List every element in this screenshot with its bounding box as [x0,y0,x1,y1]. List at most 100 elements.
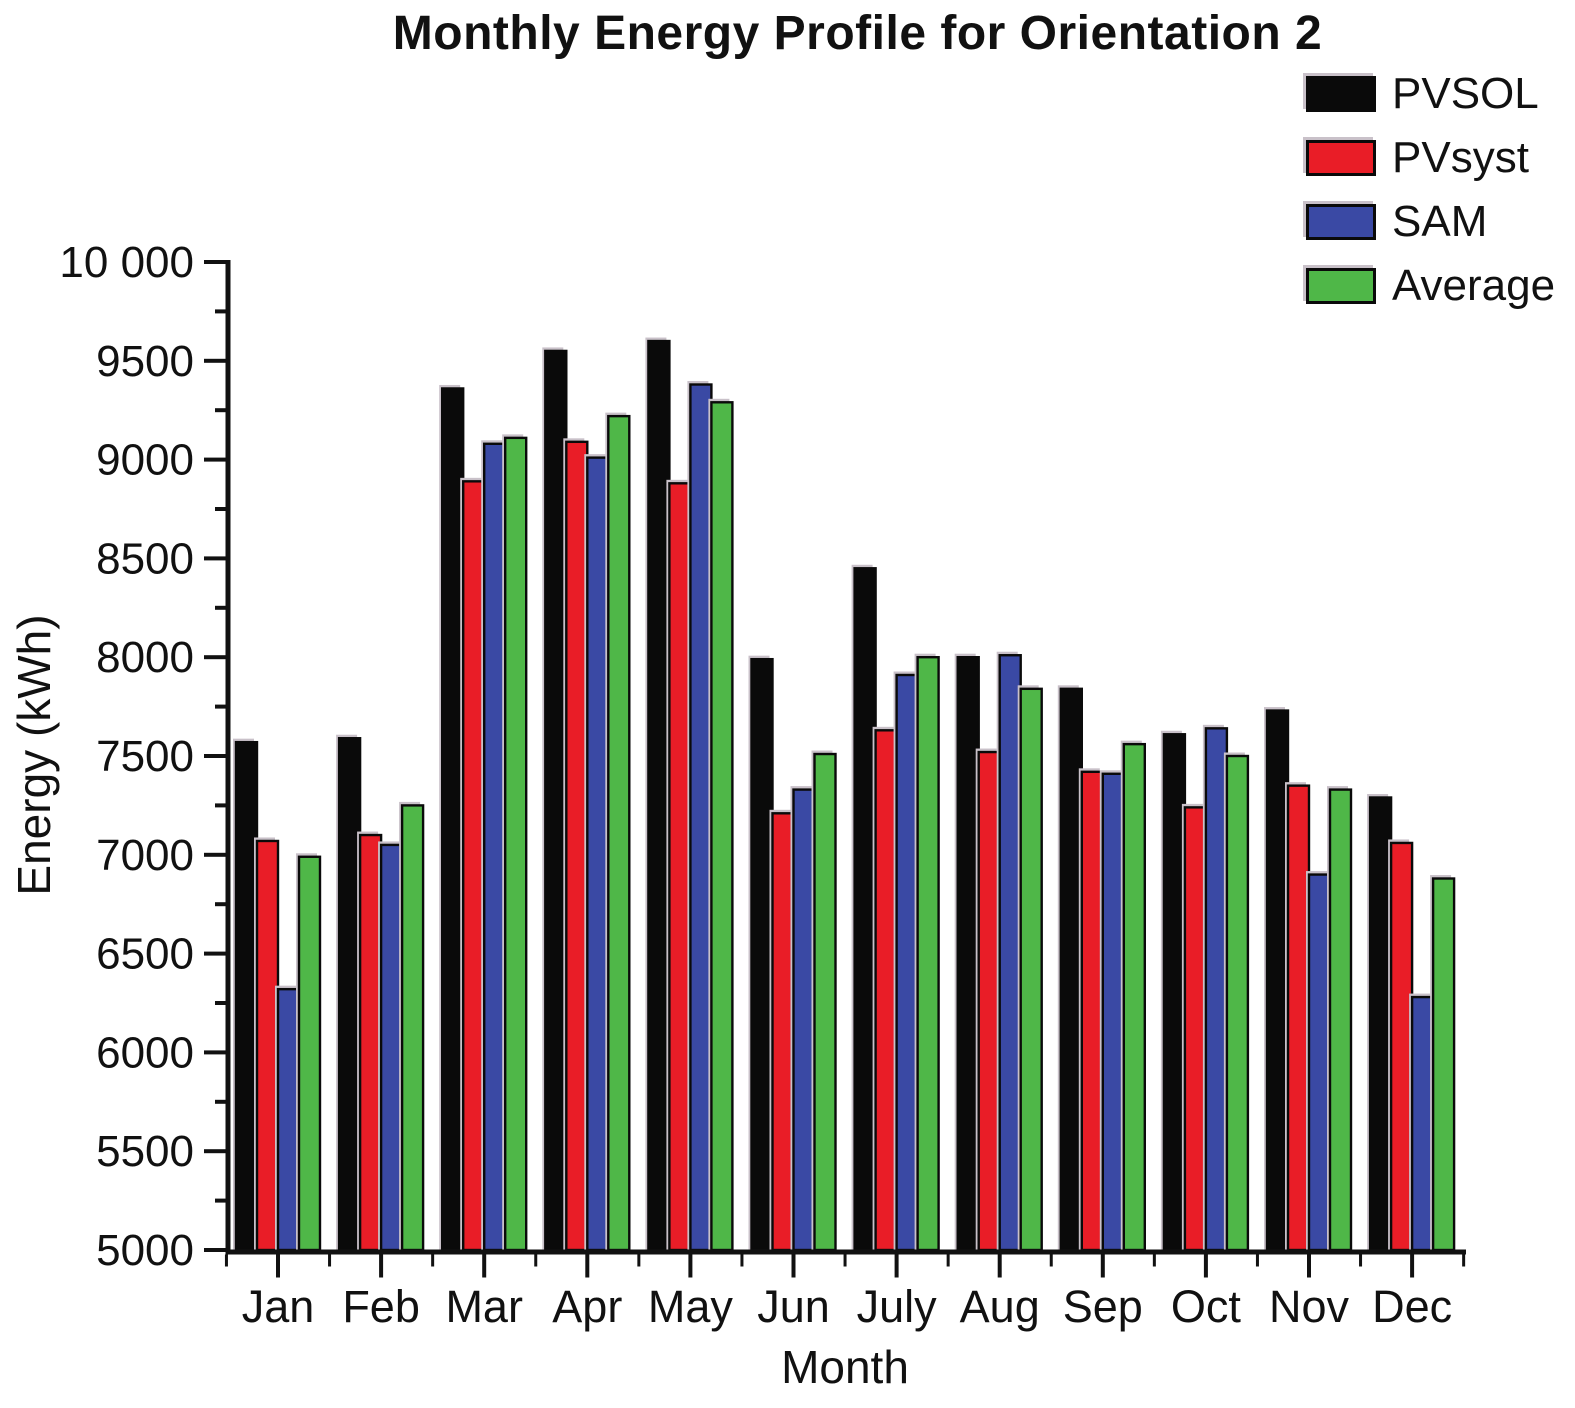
legend-item-pvsyst: PVsyst [1306,136,1555,180]
legend-item-pvsol: PVSOL [1306,69,1555,118]
x-tick-label: Feb [342,1281,420,1332]
y-minor-tick [215,605,226,610]
x-major-tick [585,1254,590,1278]
y-tick-label: 9000 [96,436,194,485]
y-tick-label: 7500 [96,732,194,781]
x-minor-tick [1359,1254,1363,1267]
x-minor-tick [1462,1254,1466,1267]
y-major-tick [204,655,226,660]
y-minor-tick [215,1001,226,1005]
bar-may-average [710,401,734,1252]
bar-aug-sam [998,654,1022,1252]
x-tick-label: Jan [242,1281,315,1332]
y-minor-tick [215,704,226,709]
y-tick-label: 10 000 [59,238,194,287]
y-major-tick [204,1050,226,1055]
bar-apr-pvsyst [565,440,589,1252]
x-minor-tick [534,1254,538,1267]
y-tick-label: 5000 [96,1226,194,1275]
legend-swatch-pvsyst [1306,140,1376,176]
bar-jan-sam [276,987,301,1252]
y-major-tick [204,951,226,956]
legend-swatch-average [1306,268,1376,304]
legend-item-average: Average [1306,264,1555,308]
bar-nov-sam [1307,873,1332,1252]
x-minor-tick [1049,1254,1053,1267]
x-minor-tick [843,1254,847,1267]
bar-mar-sam [483,442,507,1252]
x-major-tick [1100,1254,1105,1278]
bar-mar-pvsol [441,387,465,1252]
bar-jun-sam [792,788,816,1252]
bar-sep-pvsol [1059,687,1084,1252]
y-minor-tick [215,1198,226,1203]
bar-dec-pvsol [1368,796,1393,1252]
x-minor-tick [224,1254,228,1267]
y-major-tick [204,457,226,462]
x-major-tick [276,1254,280,1278]
legend-label: SAM [1392,197,1488,246]
bar-oct-sam [1204,727,1229,1252]
legend-swatch-sam [1306,204,1376,240]
bar-jan-pvsyst [255,839,280,1252]
y-minor-tick [215,902,226,907]
bar-jan-pvsol [234,740,259,1252]
bar-mar-average [504,436,528,1252]
bar-nov-pvsyst [1286,784,1311,1252]
bar-may-pvsol [647,339,671,1252]
y-tick-label: 6500 [96,930,194,979]
x-axis-line [225,1249,1466,1255]
bar-may-pvsyst [668,482,692,1252]
bar-dec-average [1431,877,1456,1252]
x-axis-title: Month [781,1341,909,1393]
y-tick-label: 5500 [96,1127,194,1176]
y-major-tick [204,754,226,758]
x-major-tick [379,1254,384,1278]
bar-feb-average [400,804,425,1252]
legend-label: PVSOL [1392,69,1539,118]
x-minor-tick [328,1254,332,1267]
x-major-tick [791,1254,796,1278]
x-tick-label: Nov [1269,1281,1350,1332]
x-major-tick [997,1254,1002,1278]
x-major-tick [1203,1254,1208,1278]
bar-jun-pvsyst [771,812,795,1252]
bar-dec-pvsyst [1389,841,1414,1252]
x-minor-tick [637,1254,641,1267]
bar-jun-average [813,752,837,1252]
x-minor-tick [740,1254,744,1267]
y-major-tick [204,1248,226,1252]
x-major-tick [894,1254,899,1278]
y-minor-tick [215,1099,226,1104]
x-minor-tick [1152,1254,1156,1267]
bar-feb-pvsol [337,737,362,1252]
x-tick-label: Aug [960,1281,1040,1332]
bar-oct-pvsol [1162,733,1187,1252]
x-tick-label: Oct [1171,1281,1242,1332]
y-minor-tick [215,309,226,314]
x-tick-label: Mar [445,1281,523,1332]
x-tick-label: May [648,1281,734,1332]
y-major-tick [204,852,226,857]
bar-sep-sam [1101,772,1126,1252]
y-axis-line [225,260,231,1253]
bar-july-pvsyst [874,729,898,1252]
bar-nov-average [1328,788,1353,1252]
bar-oct-average [1225,754,1250,1252]
y-major-tick [204,260,226,264]
bar-apr-sam [586,456,610,1252]
bar-may-sam [689,383,713,1252]
x-minor-tick [946,1254,950,1267]
y-major-tick [204,358,226,363]
y-minor-tick [215,803,226,808]
bar-july-average [916,656,940,1252]
bar-sep-pvsyst [1080,770,1105,1252]
x-minor-tick [1255,1254,1259,1267]
y-minor-tick [215,507,226,511]
legend-item-sam: SAM [1306,197,1555,246]
bar-aug-average [1019,687,1043,1252]
y-major-tick [204,556,226,561]
x-tick-label: Apr [552,1281,622,1332]
x-minor-tick [431,1254,435,1267]
